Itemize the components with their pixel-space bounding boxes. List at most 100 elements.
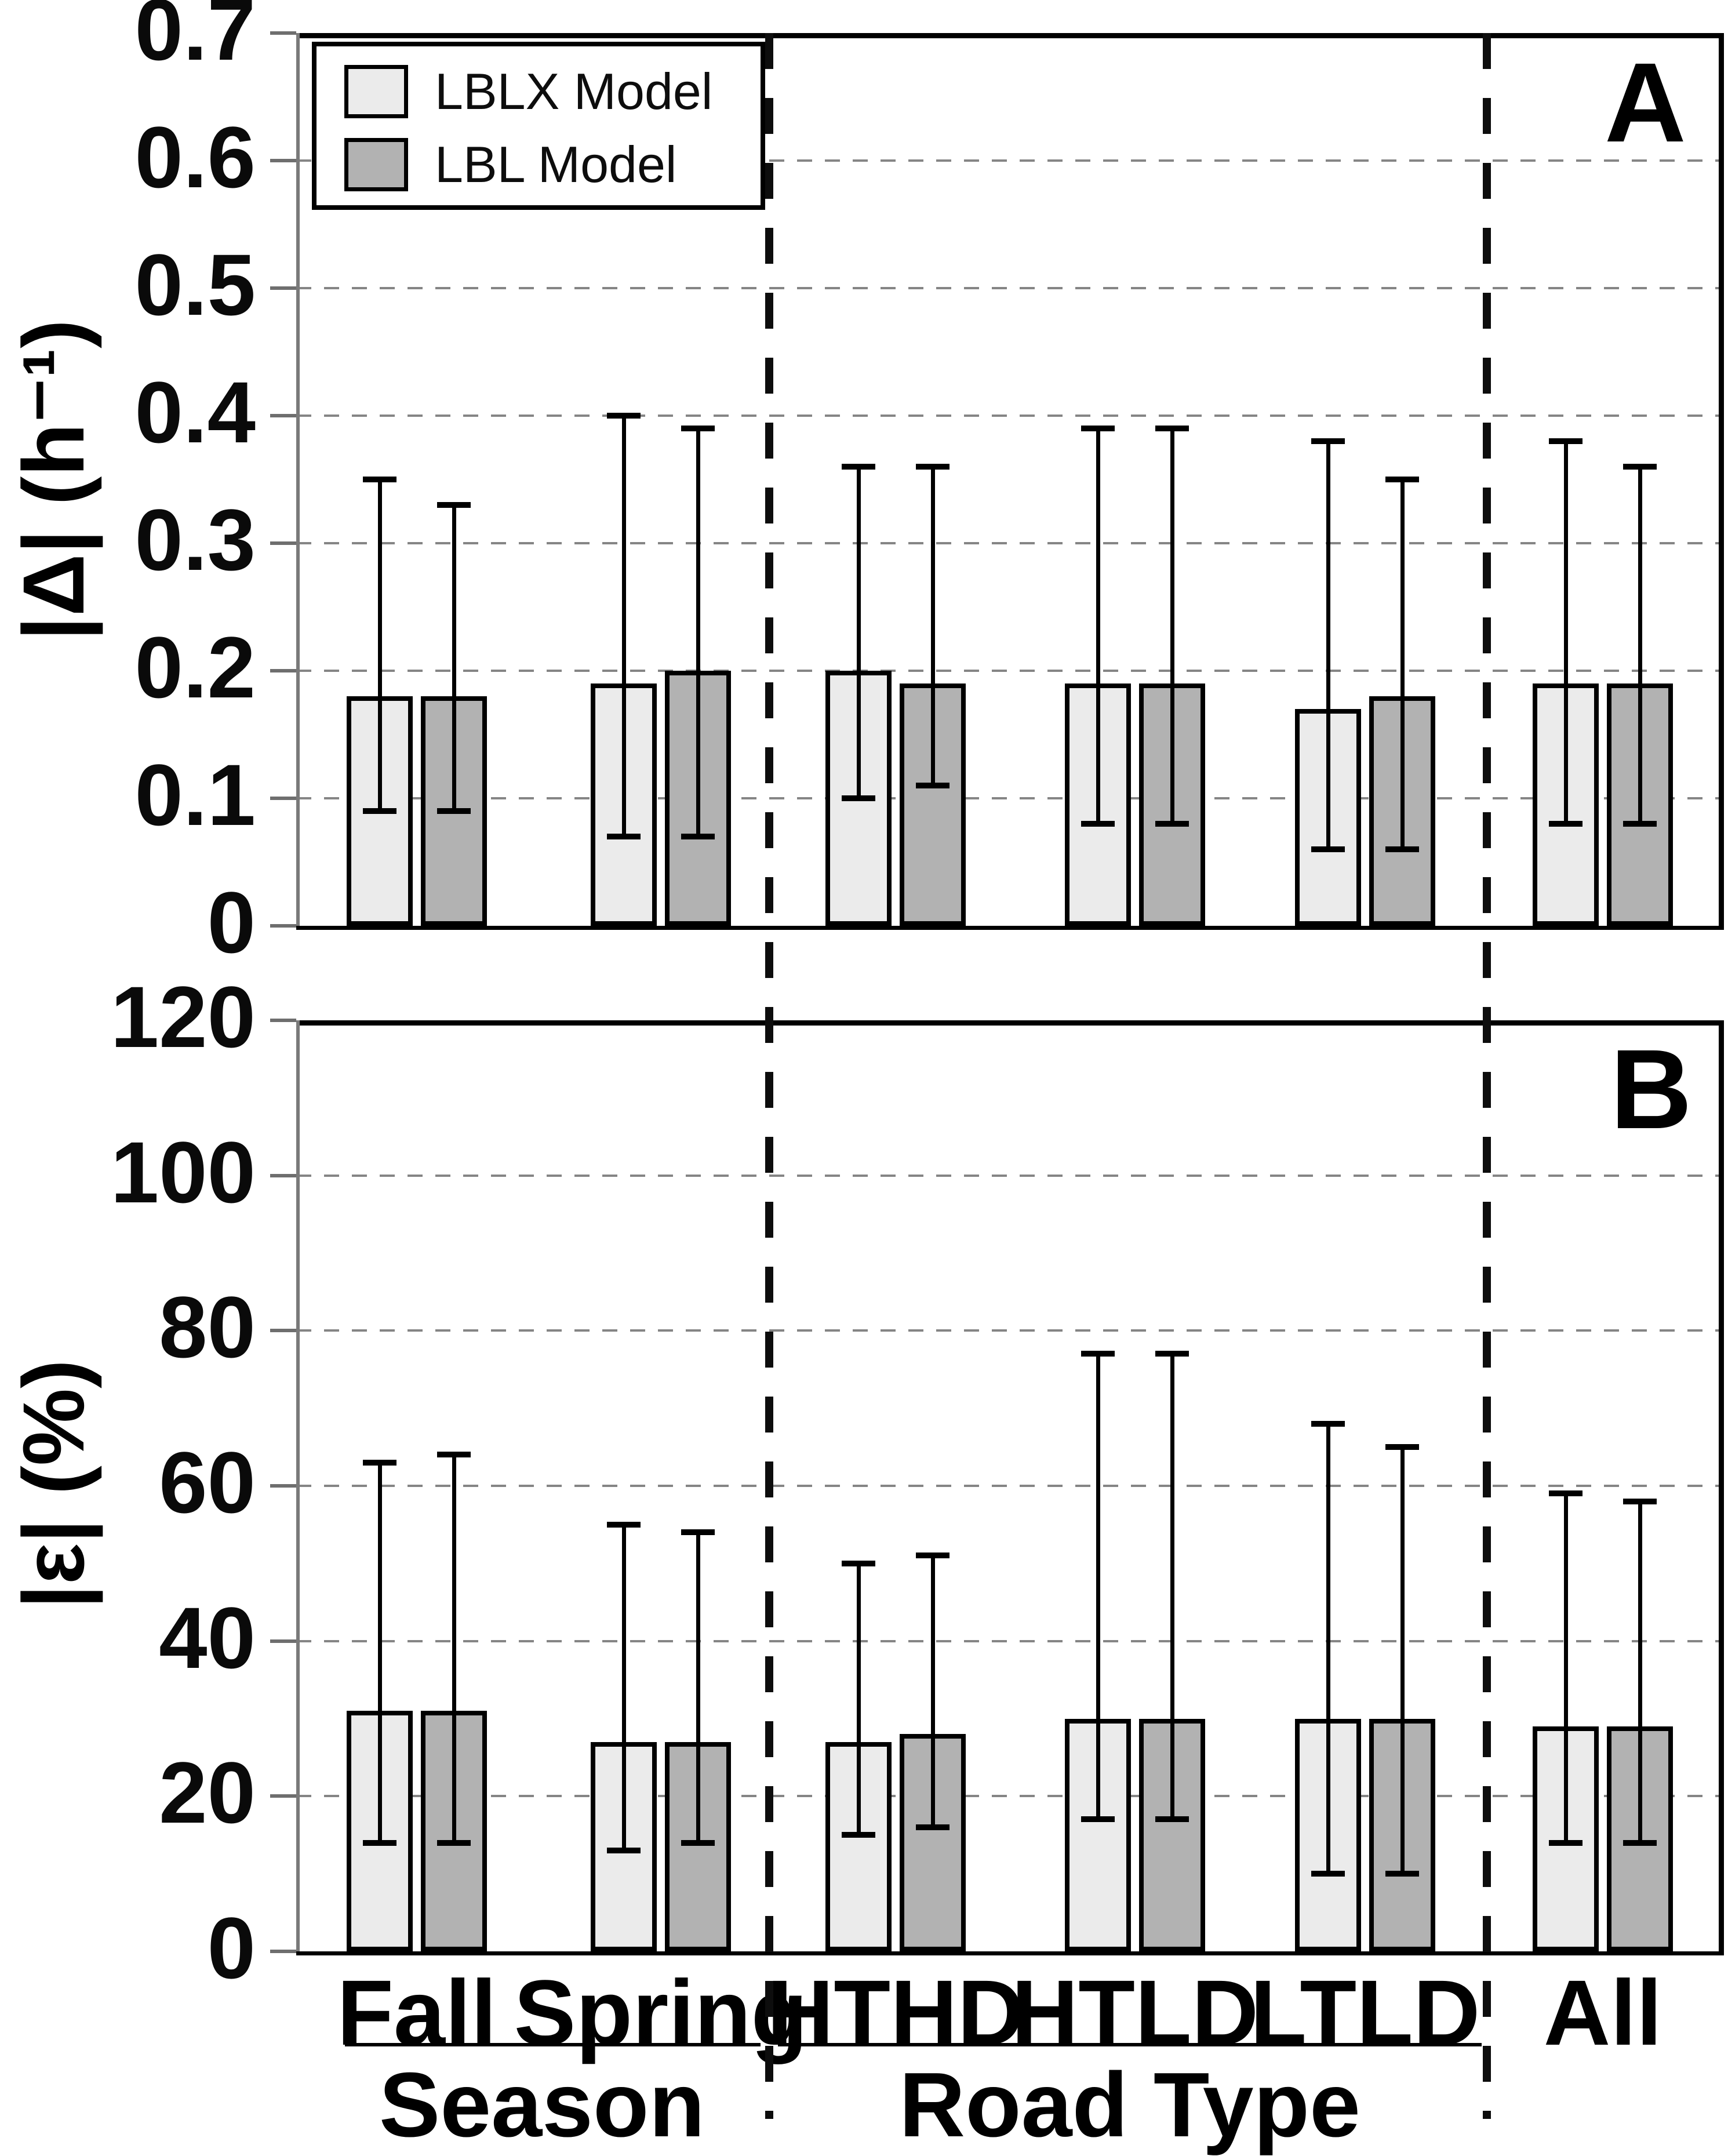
errorbar-cap-bottom-lbl-spring (681, 834, 715, 839)
errorbar-cap-bottom-lblx-ltld (1311, 846, 1345, 852)
y-tick-label: 0 (207, 874, 256, 971)
x-label-all: All (1543, 1961, 1662, 2064)
panel-b-x-axis (296, 1951, 1724, 1955)
panel-a-y-axis-title: |Δ| (h⁻¹) (5, 319, 102, 641)
errorbar-lbl-hthd (930, 467, 935, 786)
errorbar-lbl-spring (696, 1532, 700, 1843)
y-tick-label: 60 (159, 1434, 256, 1531)
errorbar-lbl-all (1638, 467, 1642, 824)
errorbar-cap-top-lbl-ltld (1385, 1444, 1419, 1450)
errorbar-lbl-ltld (1400, 1447, 1405, 1874)
y-tick (270, 1173, 296, 1177)
errorbar-lbl-htld (1170, 1354, 1174, 1820)
errorbar-cap-top-lblx-fall (363, 1459, 396, 1466)
section-separator-2 (1483, 33, 1491, 2119)
panel-b-letter: B (1610, 1026, 1692, 1152)
errorbar-cap-bottom-lbl-ltld (1385, 1871, 1419, 1877)
season-section-label: Season (379, 2054, 705, 2156)
errorbar-cap-top-lblx-hthd (842, 1560, 875, 1566)
errorbar-lbl-htld (1170, 428, 1174, 824)
errorbar-lblx-htld (1096, 1354, 1100, 1820)
legend: LBLX Model LBL Model (312, 42, 765, 210)
y-tick (270, 541, 296, 545)
errorbar-cap-top-lbl-all (1623, 464, 1657, 470)
gridline-b-40 (296, 1639, 1719, 1642)
y-tick (270, 414, 296, 417)
y-tick-label: 20 (159, 1744, 256, 1842)
y-tick (270, 1794, 296, 1798)
panel-b-right-frame (1719, 1020, 1724, 1955)
errorbar-cap-top-lbl-ltld (1385, 477, 1419, 482)
y-tick (270, 797, 296, 800)
errorbar-lblx-fall (377, 479, 382, 811)
errorbar-cap-bottom-lblx-all (1549, 1839, 1583, 1846)
errorbar-cap-top-lblx-spring (607, 413, 641, 419)
gridline-b-60 (296, 1485, 1719, 1487)
y-tick (270, 1639, 296, 1643)
errorbar-cap-top-lblx-all (1549, 438, 1583, 444)
errorbar-cap-bottom-lbl-htld (1155, 821, 1189, 827)
panel-a-letter: A (1605, 39, 1686, 166)
errorbar-lblx-hthd (856, 1563, 861, 1835)
errorbar-lbl-ltld (1400, 479, 1405, 849)
y-tick (270, 1019, 296, 1022)
y-tick-label: 0.7 (134, 0, 256, 78)
y-tick (270, 1484, 296, 1488)
y-tick-label: 40 (159, 1588, 256, 1686)
errorbar-cap-bottom-lbl-htld (1155, 1816, 1189, 1823)
errorbar-lblx-all (1563, 1493, 1568, 1843)
errorbar-cap-bottom-lblx-spring (607, 1848, 641, 1854)
legend-item-lblx: LBLX Model (344, 65, 761, 118)
errorbar-cap-top-lbl-fall (437, 502, 471, 508)
y-tick-label: 0.5 (134, 236, 256, 333)
panel-a-top-frame (296, 33, 1724, 38)
y-tick-label: 0.4 (134, 363, 256, 461)
errorbar-cap-bottom-lbl-hthd (916, 1824, 950, 1830)
y-tick (270, 1329, 296, 1333)
errorbar-cap-bottom-lblx-htld (1081, 1816, 1115, 1823)
errorbar-cap-top-lblx-ltld (1311, 438, 1345, 444)
errorbar-cap-top-lblx-fall (363, 477, 396, 482)
y-tick-label: 0.2 (134, 619, 256, 716)
errorbar-cap-top-lblx-all (1549, 1490, 1583, 1497)
panel-b-y-axis (296, 1020, 300, 1951)
errorbar-cap-top-lblx-spring (607, 1521, 641, 1528)
gridline-a-0.4 (296, 415, 1719, 417)
y-tick (270, 924, 296, 928)
road-type-underline (778, 2043, 1482, 2046)
errorbar-lblx-spring (621, 416, 626, 837)
y-tick-label: 120 (110, 968, 256, 1066)
errorbar-cap-bottom-lblx-htld (1081, 821, 1115, 827)
errorbar-lbl-all (1638, 1501, 1642, 1843)
road-type-section-label: Road Type (899, 2054, 1360, 2156)
errorbar-cap-top-lblx-hthd (842, 464, 875, 470)
errorbar-lbl-fall (452, 1455, 456, 1843)
errorbar-lbl-spring (696, 428, 700, 837)
y-tick (270, 31, 296, 35)
errorbar-cap-bottom-lblx-ltld (1311, 1871, 1345, 1877)
y-tick-label: 100 (110, 1123, 256, 1221)
panel-a-right-frame (1719, 33, 1724, 930)
errorbar-cap-bottom-lbl-ltld (1385, 846, 1419, 852)
errorbar-cap-top-lbl-all (1623, 1498, 1657, 1504)
y-tick (270, 159, 296, 162)
errorbar-cap-top-lbl-htld (1155, 426, 1189, 431)
errorbar-cap-bottom-lbl-all (1623, 821, 1657, 827)
errorbar-cap-top-lbl-spring (681, 426, 715, 431)
errorbar-cap-top-lblx-ltld (1311, 1420, 1345, 1427)
errorbar-cap-top-lblx-htld (1081, 426, 1115, 431)
errorbar-lblx-hthd (856, 467, 861, 798)
legend-label-lblx: LBLX Model (435, 63, 713, 120)
errorbar-cap-bottom-lbl-fall (437, 808, 471, 814)
errorbar-cap-bottom-lbl-all (1623, 1839, 1657, 1846)
y-tick-label: 0.1 (134, 746, 256, 844)
errorbar-cap-bottom-lbl-hthd (916, 783, 950, 788)
errorbar-lblx-htld (1096, 428, 1100, 824)
y-tick (270, 286, 296, 290)
errorbar-cap-bottom-lblx-all (1549, 821, 1583, 827)
y-tick-label: 0 (207, 1899, 256, 1997)
gridline-a-0.2 (296, 670, 1719, 672)
errorbar-cap-bottom-lblx-spring (607, 834, 641, 839)
lbl-swatch-icon (344, 138, 408, 191)
